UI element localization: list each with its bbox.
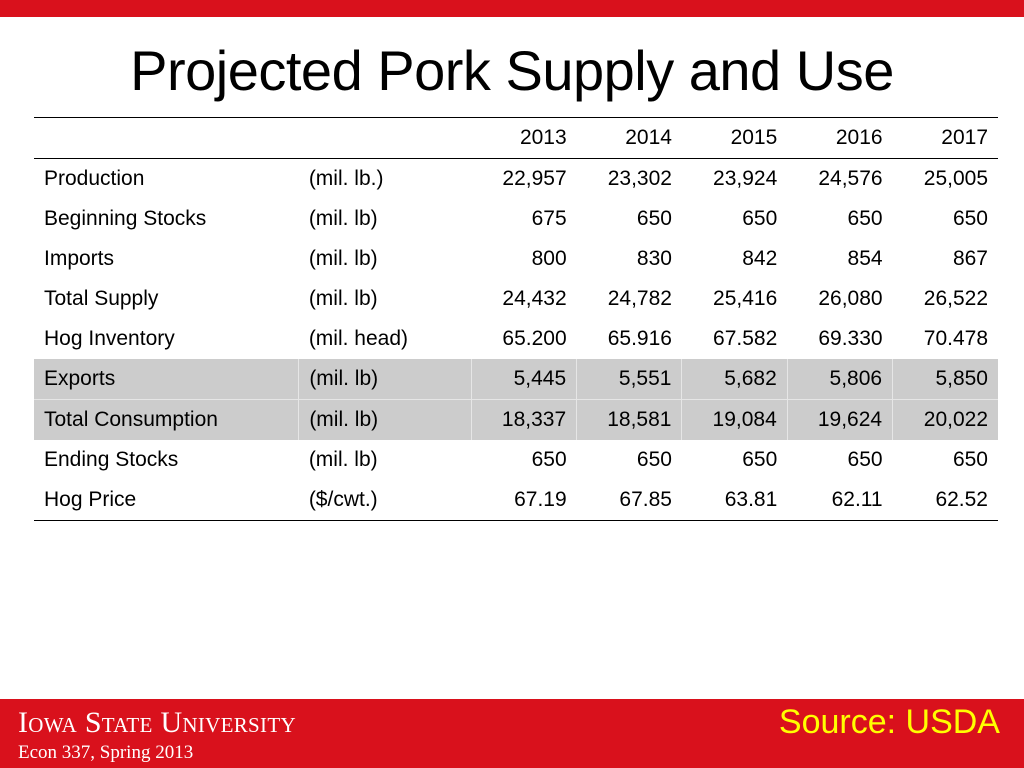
row-value-cell: 5,551: [576, 359, 683, 400]
row-value-cell: 70.478: [923, 327, 988, 350]
header-year: 2013: [471, 117, 577, 159]
row-value-cell: 62.11: [831, 488, 883, 511]
university-wordmark: Iowa State University: [18, 706, 296, 739]
table-header-row: 2013 2014 2015 2016 2017: [34, 117, 998, 159]
row-label: Beginning Stocks: [44, 207, 207, 230]
top-accent-bar: [0, 0, 1024, 17]
row-value-cell: 19,084: [681, 399, 788, 440]
row-label: Exports: [34, 359, 300, 400]
row-value-cell: 24,576: [818, 167, 883, 190]
row-label: Hog Price: [44, 488, 137, 511]
row-value-cell: 26,522: [923, 287, 988, 310]
row-value-cell: 5,445: [471, 359, 578, 400]
row-value-cell: 23,924: [713, 167, 778, 190]
row-label: Total Consumption: [34, 399, 300, 440]
row-unit: (mil. lb): [298, 399, 472, 440]
row-value-cell: 24,782: [607, 287, 672, 310]
row-unit: (mil. lb): [298, 359, 472, 400]
table-row: Imports (mil. lb) 800 830 842 854 867: [34, 239, 998, 279]
row-value-cell: 18,337: [471, 399, 578, 440]
table-row: Beginning Stocks (mil. lb) 675 650 650 650 650: [34, 199, 998, 239]
row-value-cell: 650: [847, 448, 883, 471]
table-row: Production (mil. lb.) 22,957 23,302 23,924 24…: [34, 159, 998, 200]
table-row: Ending Stocks (mil. lb) 650 650 650 650 650: [34, 440, 998, 480]
row-value-cell: 842: [742, 247, 778, 270]
row-label: Ending Stocks: [44, 448, 179, 471]
row-value-cell: 650: [847, 207, 883, 230]
row-value-cell: 22,957: [502, 167, 567, 190]
row-value-cell: 5,806: [787, 359, 894, 400]
header-unit-cell: [298, 117, 472, 159]
row-value-cell: 650: [636, 207, 672, 230]
row-value-cell: 854: [847, 247, 883, 270]
row-label: Total Supply: [44, 287, 159, 310]
header-year: 2014: [576, 117, 682, 159]
row-value-cell: 650: [636, 448, 672, 471]
course-label: Econ 337, Spring 2013: [18, 742, 194, 763]
row-value-cell: 19,624: [787, 399, 894, 440]
row-unit: (mil. lb): [308, 207, 378, 230]
row-value-cell: 67.85: [619, 488, 672, 511]
row-label: Imports: [44, 247, 115, 270]
row-value-cell: 65.916: [607, 327, 672, 350]
table-row: Hog Price ($/cwt.) 67.19 67.85 63.81 62.11 62.…: [34, 480, 998, 521]
row-value-cell: 650: [742, 448, 778, 471]
table-row: Total Consumption (mil. lb) 18,337 18,581 19…: [34, 399, 998, 440]
slide-title: Projected Pork Supply and Use: [130, 39, 894, 102]
row-value-cell: 800: [531, 247, 567, 270]
row-unit: (mil. head): [308, 327, 409, 350]
supply-use-table: 2013 2014 2015 2016 2017 Production (mil.…: [34, 117, 998, 521]
row-value-cell: 69.330: [818, 327, 883, 350]
row-value-cell: 650: [531, 448, 567, 471]
row-unit: (mil. lb): [308, 287, 378, 310]
row-value-cell: 67.19: [514, 488, 567, 511]
row-label: Hog Inventory: [44, 327, 175, 350]
row-value-cell: 25,416: [713, 287, 778, 310]
row-value-cell: 867: [952, 247, 988, 270]
row-value-cell: 5,682: [681, 359, 788, 400]
row-unit: (mil. lb.): [308, 167, 384, 190]
table-body: Production (mil. lb.) 22,957 23,302 23,924 24…: [34, 159, 998, 521]
row-value-cell: 20,022: [892, 399, 998, 440]
row-value-cell: 25,005: [923, 167, 988, 190]
row-value-cell: 18,581: [576, 399, 683, 440]
row-value-cell: 24,432: [502, 287, 567, 310]
source-label: Source: USDA: [778, 703, 1000, 741]
row-unit: ($/cwt.): [308, 488, 378, 511]
header-year: 2015: [681, 117, 788, 159]
row-value-cell: 63.81: [724, 488, 778, 511]
row-value-cell: 67.582: [713, 327, 778, 350]
row-value-cell: 675: [531, 207, 567, 230]
row-value-cell: 23,302: [607, 167, 672, 190]
row-value-cell: 650: [952, 448, 988, 471]
row-value-cell: 26,080: [818, 287, 883, 310]
row-value-cell: 62.52: [935, 488, 988, 511]
header-year: 2017: [892, 117, 998, 159]
row-unit: (mil. lb): [308, 247, 378, 270]
row-value-cell: 650: [742, 207, 778, 230]
row-value-cell: 650: [952, 207, 988, 230]
row-label: Production: [44, 167, 145, 190]
footer-bar: [0, 699, 1024, 768]
table-row: Total Supply (mil. lb) 24,432 24,782 25,416 2…: [34, 279, 998, 319]
header-year: 2016: [787, 117, 893, 159]
table-row: Hog Inventory (mil. head) 65.200 65.916 67.5…: [34, 319, 998, 359]
row-unit: (mil. lb): [308, 448, 378, 471]
row-value-cell: 65.200: [502, 327, 567, 350]
row-value-cell: 830: [636, 247, 672, 270]
table-row: Exports (mil. lb) 5,445 5,551 5,682 5,806 5,85…: [34, 359, 998, 400]
header-name-cell: [34, 117, 299, 159]
row-value-cell: 5,850: [892, 359, 998, 400]
